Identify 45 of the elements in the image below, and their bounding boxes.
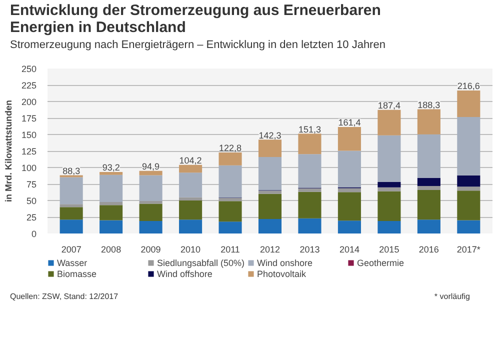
y-tick-label: 125 xyxy=(21,146,37,156)
total-label: 142,3 xyxy=(258,130,282,140)
total-label: 94,9 xyxy=(142,162,160,172)
total-label: 216,6 xyxy=(457,81,480,92)
legend-label: Photovoltaik xyxy=(257,268,308,279)
x-tick-label: 2009 xyxy=(140,244,161,254)
total-label: 151,3 xyxy=(298,124,321,134)
legend-label: Siedlungsabfall (50%) xyxy=(157,257,246,268)
x-tick-label: 2014 xyxy=(339,244,360,254)
y-axis-title: in Mrd. Kilowattstunden xyxy=(3,100,14,202)
y-tick-label: 150 xyxy=(21,130,37,140)
total-label: 104,2 xyxy=(179,156,202,166)
total-label: 187,4 xyxy=(378,100,400,110)
x-tick-label: 2007 xyxy=(61,244,82,254)
text: * vorläufig xyxy=(434,291,470,302)
x-tick-label: 2015 xyxy=(379,244,400,254)
x-tick-label: 2012 xyxy=(260,244,280,254)
x-tick-label: 2016 xyxy=(418,244,439,254)
source-note: Quellen: ZSW, Stand: 12/2017 xyxy=(10,291,118,302)
total-label: 88,3 xyxy=(62,166,80,176)
total-label: 188,3 xyxy=(418,100,440,110)
y-tick-label: 0 xyxy=(31,229,37,239)
total-label: 122,8 xyxy=(219,143,242,154)
y-tick-label: 200 xyxy=(21,97,37,107)
y-tick-label: 250 xyxy=(21,64,37,74)
legend-label: Biomasse xyxy=(57,268,98,279)
y-tick-label: 100 xyxy=(21,163,37,173)
y-tick-label: 175 xyxy=(21,114,37,124)
x-tick-label: 2010 xyxy=(180,244,201,254)
x-tick-label: 2011 xyxy=(220,244,240,254)
x-tick-label: 2013 xyxy=(300,244,320,254)
y-tick-label: 25 xyxy=(26,212,37,222)
y-tick-label: 75 xyxy=(26,180,37,190)
total-label: 93,2 xyxy=(102,162,120,173)
total-label: 161,4 xyxy=(338,118,361,128)
x-tick-label: 2017* xyxy=(456,244,481,254)
legend-label: Wasser xyxy=(57,257,88,268)
y-tick-label: 50 xyxy=(26,196,37,206)
chart-title: Entwicklung der Stromerzeugung aus Erneuerbaren Energien in Deutschland xyxy=(10,2,382,36)
chart-subtitle: Stromerzeugung nach Energieträgern – Entwicklung in den letzten 10 Jahren xyxy=(10,38,386,53)
x-tick-label: 2008 xyxy=(101,244,122,254)
legend-label: Wind offshore xyxy=(157,268,214,279)
legend-label: Geothermie xyxy=(357,257,406,268)
legend-label: Wind onshore xyxy=(257,257,314,268)
y-tick-label: 225 xyxy=(21,80,37,90)
